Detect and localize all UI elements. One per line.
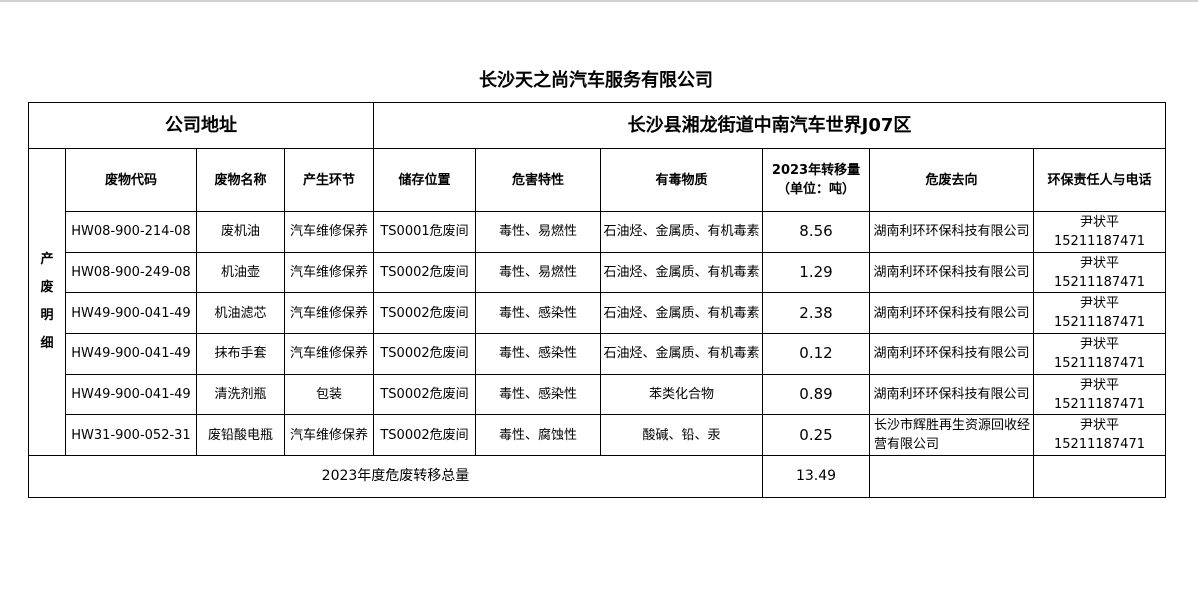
contact-phone: 15211187471	[1054, 274, 1145, 290]
contact-phone: 15211187471	[1054, 315, 1145, 331]
waste-name-cell: 清洗剂瓶	[196, 373, 285, 416]
hazard-cell: 毒性、易燃性	[475, 211, 601, 253]
destination-cell: 湖南利环环保科技有限公司	[869, 292, 1034, 335]
toxic-cell: 石油烃、金属质、有机毒素	[600, 211, 763, 253]
contact-name: 尹状平	[1079, 255, 1119, 271]
storage-cell: TS0002危废间	[373, 292, 476, 335]
contact-phone: 15211187471	[1054, 355, 1145, 371]
contact-cell: 尹状平 15211187471	[1033, 414, 1166, 457]
header-name: 废物名称	[196, 148, 285, 212]
storage-cell: TS0001危废间	[373, 211, 476, 253]
toxic-cell: 石油烃、金属质、有机毒素	[600, 292, 763, 335]
address-label: 公司地址	[28, 102, 374, 149]
destination-cell: 长沙市辉胜再生资源回收经营有限公司	[869, 414, 1034, 457]
header-stage: 产生环节	[284, 148, 374, 212]
storage-cell: TS0002危废间	[373, 414, 476, 457]
toxic-cell: 石油烃、金属质、有机毒素	[600, 251, 763, 294]
storage-cell: TS0002危废间	[373, 373, 476, 416]
waste-name-cell: 机油滤芯	[196, 292, 285, 335]
header-code: 废物代码	[65, 148, 197, 212]
hazard-cell: 毒性、感染性	[475, 292, 601, 335]
waste-code-cell: HW08-900-214-08	[65, 211, 197, 253]
contact-cell: 尹状平 15211187471	[1033, 373, 1166, 416]
waste-code-cell: HW49-900-041-49	[65, 333, 197, 375]
waste-table: 公司地址 长沙县湘龙街道中南汽车世界J07区 产废明细 废物代码 废物名称 产生…	[28, 102, 1166, 499]
amount-cell: 0.25	[762, 414, 870, 457]
table-row: HW49-900-041-49 抹布手套 汽车维修保养 TS0002危废间 毒性、感染性…	[29, 333, 1166, 375]
contact-phone: 15211187471	[1054, 233, 1145, 249]
waste-code-cell: HW31-900-052-31	[65, 414, 197, 457]
page-title: 长沙天之尚汽车服务有限公司	[479, 70, 713, 91]
waste-name-cell: 废机油	[196, 211, 285, 253]
contact-name: 尹状平	[1079, 214, 1119, 230]
destination-cell: 湖南利环环保科技有限公司	[869, 373, 1034, 416]
stage-cell: 汽车维修保养	[284, 333, 374, 375]
amount-cell: 8.56	[762, 211, 870, 253]
total-value: 13.49	[762, 455, 870, 499]
stage-cell: 汽车维修保养	[284, 292, 374, 335]
stage-cell: 汽车维修保养	[284, 251, 374, 294]
side-label: 产废明细	[40, 252, 54, 352]
waste-code-cell: HW08-900-249-08	[65, 251, 197, 294]
table-row: HW08-900-214-08 废机油 汽车维修保养 TS0001危废间 毒性、易燃性石…	[29, 211, 1166, 253]
amount-cell: 0.12	[762, 333, 870, 375]
header-toxic: 有毒物质	[600, 148, 763, 212]
waste-name-cell: 废铅酸电瓶	[196, 414, 285, 457]
empty-cell	[869, 455, 1034, 499]
destination-cell: 湖南利环环保科技有限公司	[869, 211, 1034, 253]
toxic-cell: 酸碱、铅、汞	[600, 414, 763, 457]
contact-phone: 15211187471	[1054, 396, 1145, 412]
empty-cell	[1033, 455, 1166, 499]
toxic-cell: 苯类化合物	[600, 373, 763, 416]
table-row: HW49-900-041-49 机油滤芯 汽车维修保养 TS0002危废间 毒性、感染性…	[29, 292, 1166, 335]
hazard-cell: 毒性、易燃性	[475, 251, 601, 294]
contact-cell: 尹状平 15211187471	[1033, 211, 1166, 253]
stage-cell: 汽车维修保养	[284, 414, 374, 457]
waste-name-cell: 机油壶	[196, 251, 285, 294]
contact-name: 尹状平	[1079, 377, 1119, 393]
hazard-cell: 毒性、腐蚀性	[475, 414, 601, 457]
waste-code-cell: HW49-900-041-49	[65, 292, 197, 335]
table-row: HW31-900-052-31 废铅酸电瓶 汽车维修保养 TS0002危废间 毒性、腐蚀…	[29, 414, 1166, 457]
contact-name: 尹状平	[1079, 418, 1119, 434]
header-hazard: 危害特性	[475, 148, 601, 212]
contact-name: 尹状平	[1079, 336, 1119, 352]
header-destination: 危废去向	[869, 148, 1034, 212]
table-row: HW08-900-249-08 机油壶 汽车维修保养 TS0002危废间 毒性、易燃性石…	[29, 251, 1166, 294]
hazard-cell: 毒性、感染性	[475, 373, 601, 416]
destination-cell: 湖南利环环保科技有限公司	[869, 333, 1034, 375]
toxic-cell: 石油烃、金属质、有机毒素	[600, 333, 763, 375]
contact-cell: 尹状平 15211187471	[1033, 251, 1166, 294]
contact-phone: 15211187471	[1054, 437, 1145, 453]
header-amount: 2023年转移量（单位：吨）	[762, 148, 870, 212]
amount-cell: 1.29	[762, 251, 870, 294]
waste-name-cell: 抹布手套	[196, 333, 285, 375]
storage-cell: TS0002危废间	[373, 251, 476, 294]
table-row: HW49-900-041-49 清洗剂瓶 包装 TS0002危废间 毒性、感染性 苯类化合…	[29, 373, 1166, 416]
amount-cell: 0.89	[762, 373, 870, 416]
amount-cell: 2.38	[762, 292, 870, 335]
side-label-cell: 产废明细	[28, 147, 66, 457]
contact-cell: 尹状平 15211187471	[1033, 333, 1166, 375]
header-storage: 储存位置	[373, 148, 476, 212]
stage-cell: 汽车维修保养	[284, 211, 374, 253]
destination-cell: 湖南利环环保科技有限公司	[869, 251, 1034, 294]
stage-cell: 包装	[284, 373, 374, 416]
contact-cell: 尹状平 15211187471	[1033, 292, 1166, 335]
address-value: 长沙县湘龙街道中南汽车世界J07区	[373, 102, 1166, 149]
total-label: 2023年度危废转移总量	[28, 455, 763, 499]
waste-code-cell: HW49-900-041-49	[65, 373, 197, 416]
header-contact: 环保责任人与电话	[1033, 148, 1166, 212]
storage-cell: TS0002危废间	[373, 333, 476, 375]
contact-name: 尹状平	[1079, 296, 1119, 312]
hazard-cell: 毒性、感染性	[475, 333, 601, 375]
